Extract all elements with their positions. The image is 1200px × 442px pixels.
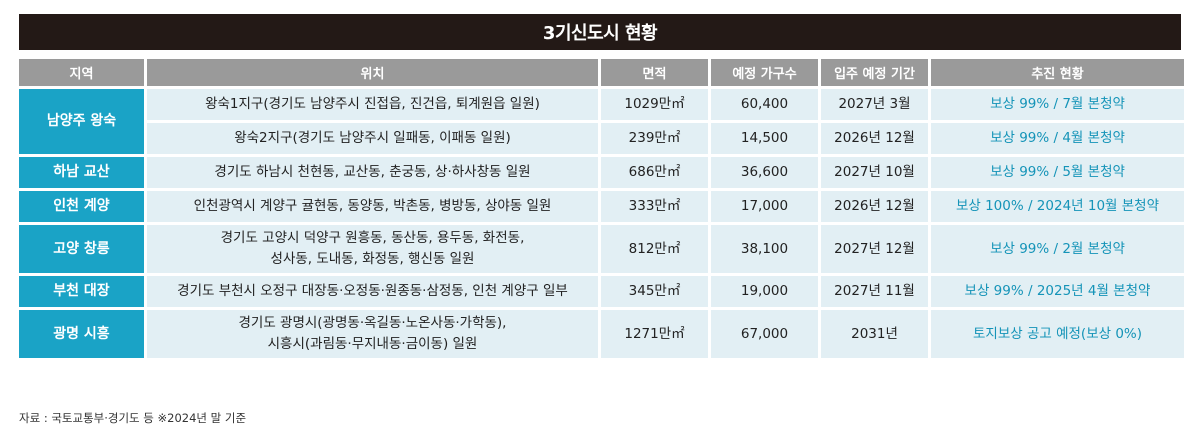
new-town-table: 지역 위치 면적 예정 가구수 입주 예정 기간 추진 현황 남양주 왕숙 왕숙… xyxy=(16,56,1187,361)
region-cell: 고양 창릉 xyxy=(19,225,144,273)
location-line: 경기도 광명시(광명동·옥길동·노온사동·가학동), xyxy=(238,315,507,331)
location-line: 시흥시(과림동·무지내동·금이동) 일원 xyxy=(267,336,478,352)
status-cell: 보상 99% / 4월 본청약 xyxy=(931,123,1184,154)
area-cell: 333만㎡ xyxy=(601,191,708,222)
source-footnote: 자료 : 국토교통부·경기도 등 ※2024년 말 기준 xyxy=(19,411,247,425)
region-cell: 광명 시흥 xyxy=(19,310,144,358)
move-in-cell: 2027년 3월 xyxy=(821,89,928,120)
area-cell: 345만㎡ xyxy=(601,276,708,307)
move-in-cell: 2026년 12월 xyxy=(821,191,928,222)
households-cell: 67,000 xyxy=(711,310,818,358)
area-cell: 686만㎡ xyxy=(601,157,708,188)
households-cell: 19,000 xyxy=(711,276,818,307)
table-row: 고양 창릉 경기도 고양시 덕양구 원흥동, 동산동, 용두동, 화전동, 성사… xyxy=(19,225,1184,273)
move-in-cell: 2031년 xyxy=(821,310,928,358)
location-line: 성사동, 도내동, 화정동, 행신동 일원 xyxy=(270,251,475,267)
location-cell: 경기도 하남시 천현동, 교산동, 춘궁동, 상·하사창동 일원 xyxy=(147,157,598,188)
region-cell: 인천 계양 xyxy=(19,191,144,222)
households-cell: 36,600 xyxy=(711,157,818,188)
header-location: 위치 xyxy=(147,59,598,86)
status-cell: 보상 99% / 2월 본청약 xyxy=(931,225,1184,273)
header-households: 예정 가구수 xyxy=(711,59,818,86)
status-cell: 보상 100% / 2024년 10월 본청약 xyxy=(931,191,1184,222)
region-cell: 하남 교산 xyxy=(19,157,144,188)
header-region: 지역 xyxy=(19,59,144,86)
location-cell: 경기도 고양시 덕양구 원흥동, 동산동, 용두동, 화전동, 성사동, 도내동… xyxy=(147,225,598,273)
table-wrapper: 3기신도시 현황 지역 위치 면적 예정 가구수 입주 예정 기간 추진 현황 … xyxy=(19,14,1184,361)
table-row: 왕숙2지구(경기도 남양주시 일패동, 이패동 일원) 239만㎡ 14,500… xyxy=(19,123,1184,154)
header-move-in: 입주 예정 기간 xyxy=(821,59,928,86)
status-cell: 보상 99% / 5월 본청약 xyxy=(931,157,1184,188)
table-row: 부천 대장 경기도 부천시 오정구 대장동·오정동·원종동·삼정동, 인천 계양… xyxy=(19,276,1184,307)
region-cell: 남양주 왕숙 xyxy=(19,89,144,154)
location-cell: 경기도 부천시 오정구 대장동·오정동·원종동·삼정동, 인천 계양구 일부 xyxy=(147,276,598,307)
table-row: 광명 시흥 경기도 광명시(광명동·옥길동·노온사동·가학동), 시흥시(과림동… xyxy=(19,310,1184,358)
location-cell: 경기도 광명시(광명동·옥길동·노온사동·가학동), 시흥시(과림동·무지내동·… xyxy=(147,310,598,358)
area-cell: 1029만㎡ xyxy=(601,89,708,120)
area-cell: 239만㎡ xyxy=(601,123,708,154)
status-cell: 토지보상 공고 예정(보상 0%) xyxy=(931,310,1184,358)
location-cell: 왕숙1지구(경기도 남양주시 진접읍, 진건읍, 퇴계원읍 일원) xyxy=(147,89,598,120)
table-row: 인천 계양 인천광역시 계양구 귤현동, 동양동, 박촌동, 병방동, 상야동 … xyxy=(19,191,1184,222)
status-cell: 보상 99% / 2025년 4월 본청약 xyxy=(931,276,1184,307)
header-row: 지역 위치 면적 예정 가구수 입주 예정 기간 추진 현황 xyxy=(19,59,1184,86)
households-cell: 14,500 xyxy=(711,123,818,154)
header-area: 면적 xyxy=(601,59,708,86)
table-title: 3기신도시 현황 xyxy=(19,14,1181,50)
move-in-cell: 2027년 11월 xyxy=(821,276,928,307)
move-in-cell: 2026년 12월 xyxy=(821,123,928,154)
table-row: 남양주 왕숙 왕숙1지구(경기도 남양주시 진접읍, 진건읍, 퇴계원읍 일원)… xyxy=(19,89,1184,154)
move-in-cell: 2027년 12월 xyxy=(821,225,928,273)
status-cell: 보상 99% / 7월 본청약 xyxy=(931,89,1184,120)
households-cell: 38,100 xyxy=(711,225,818,273)
header-status: 추진 현황 xyxy=(931,59,1184,86)
location-cell: 인천광역시 계양구 귤현동, 동양동, 박촌동, 병방동, 상야동 일원 xyxy=(147,191,598,222)
area-cell: 812만㎡ xyxy=(601,225,708,273)
area-cell: 1271만㎡ xyxy=(601,310,708,358)
table-row: 하남 교산 경기도 하남시 천현동, 교산동, 춘궁동, 상·하사창동 일원 6… xyxy=(19,157,1184,188)
location-cell: 왕숙2지구(경기도 남양주시 일패동, 이패동 일원) xyxy=(147,123,598,154)
location-line: 경기도 고양시 덕양구 원흥동, 동산동, 용두동, 화전동, xyxy=(220,230,525,246)
move-in-cell: 2027년 10월 xyxy=(821,157,928,188)
households-cell: 60,400 xyxy=(711,89,818,120)
households-cell: 17,000 xyxy=(711,191,818,222)
region-cell: 부천 대장 xyxy=(19,276,144,307)
